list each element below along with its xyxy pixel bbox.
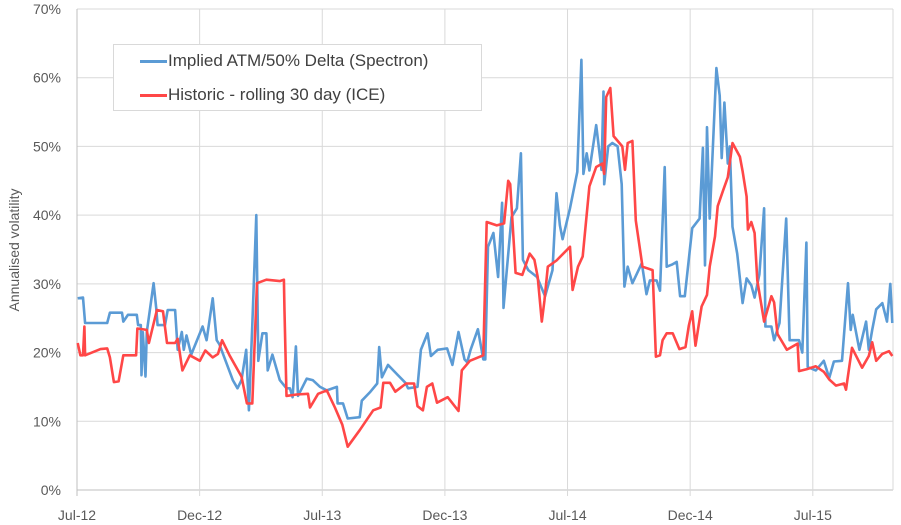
y-axis-ticks: 0% 10% 20% 30% 40% 50% 60% 70% bbox=[33, 1, 61, 498]
y-tick-label: 50% bbox=[33, 138, 61, 154]
y-tick-label: 40% bbox=[33, 207, 61, 223]
x-axis-ticks: Jul-12 Dec-12 Jul-13 Dec-13 Jul-14 Dec-14 Jul-… bbox=[58, 507, 832, 523]
y-tick-label: 10% bbox=[33, 413, 61, 429]
x-tick-label: Jul-13 bbox=[303, 507, 341, 523]
legend-label-historic: Historic - rolling 30 day (ICE) bbox=[168, 85, 386, 104]
implied-volatility-line bbox=[77, 58, 894, 420]
y-tick-label: 0% bbox=[41, 482, 61, 498]
x-tick-label: Dec-14 bbox=[668, 507, 713, 523]
y-tick-label: 30% bbox=[33, 276, 61, 292]
x-tick-label: Dec-13 bbox=[422, 507, 467, 523]
series-lines bbox=[76, 58, 894, 448]
legend-label-implied: Implied ATM/50% Delta (Spectron) bbox=[168, 51, 429, 70]
legend-swatch-historic bbox=[140, 93, 167, 97]
legend-item-historic: Historic - rolling 30 day (ICE) bbox=[140, 85, 385, 105]
y-tick-label: 60% bbox=[33, 70, 61, 86]
x-tick-label: Jul-14 bbox=[548, 507, 586, 523]
legend: Implied ATM/50% Delta (Spectron) Histori… bbox=[113, 44, 482, 111]
x-tick-label: Dec-12 bbox=[177, 507, 222, 523]
x-tick-label: Jul-12 bbox=[58, 507, 96, 523]
legend-item-implied: Implied ATM/50% Delta (Spectron) bbox=[140, 51, 428, 71]
y-axis-label: Annualised volatility bbox=[6, 189, 22, 312]
x-tick-label: Jul-15 bbox=[794, 507, 832, 523]
y-tick-label: 70% bbox=[33, 1, 61, 17]
legend-swatch-implied bbox=[140, 59, 167, 63]
historic-volatility-line bbox=[76, 86, 894, 448]
y-tick-label: 20% bbox=[33, 345, 61, 361]
